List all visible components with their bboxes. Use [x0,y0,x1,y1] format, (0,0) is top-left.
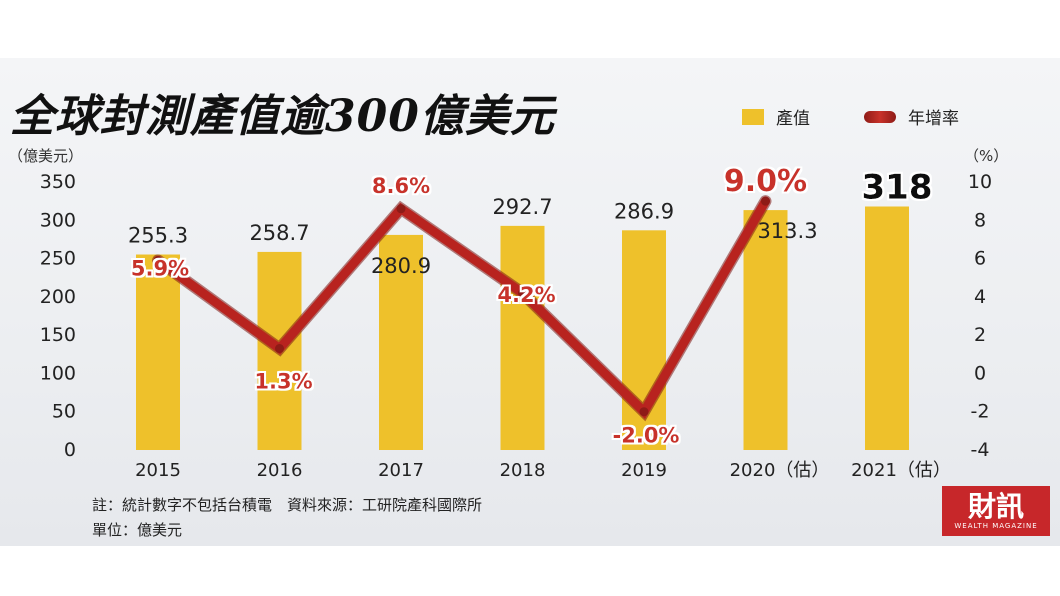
bar-6 [865,206,909,450]
bar-value-label-0: 255.3 [128,224,188,248]
footnote-unit: 單位：億美元 [92,521,183,539]
footnote-source: 註：統計數字不包括台積電 資料來源：工研院產科國際所 [92,496,483,514]
growth-value-label-3: 4.2% [497,283,555,307]
legend-swatch-line [864,110,896,123]
x-tick-label-6: 2021（估） [851,460,951,481]
legend-item-line: 年增率 [864,104,959,129]
legend-label-line: 年增率 [908,109,959,129]
y2-tick-label-1: -2 [971,401,990,423]
y2-tick-label-2: 0 [974,362,986,384]
growth-point-2 [396,204,406,214]
y-tick-label-7: 350 [40,171,76,193]
growth-point-5 [761,196,770,206]
growth-value-label-5: 9.0% [724,164,807,199]
x-tick-label-4: 2019 [621,460,667,481]
x-tick-label-3: 2018 [500,460,546,481]
left-axis-unit: （億美元） [8,147,84,165]
chart-card: 全球封測產值逾300億美元 產值 年增率 （億美元） （%） 0 50 100 150… [0,58,1060,546]
y-tick-label-6: 300 [40,209,76,231]
bar-2 [379,234,423,450]
growth-point-4 [639,407,649,417]
growth-value-label-1: 1.3% [254,370,312,394]
growth-point-3 [518,288,527,298]
bar-value-label-6: 318 [862,168,933,208]
chart-title: 全球封測產值逾300億美元 [10,91,555,142]
legend-label-bar: 產值 [776,109,810,129]
y-tick-label-2: 100 [40,362,76,384]
y2-tick-label-4: 4 [974,286,986,308]
x-tick-label-1: 2016 [257,460,303,481]
y-tick-label-5: 250 [40,248,76,270]
y-tick-label-0: 0 [64,439,76,461]
bar-value-label-1: 258.7 [249,221,309,245]
growth-value-label-4: -2.0% [613,424,680,448]
growth-point-1 [275,344,284,354]
bar-3 [500,225,545,450]
growth-value-label-2: 8.6% [372,174,430,198]
bar-value-label-4: 286.9 [614,199,674,223]
logo-sub-text: WEALTH MAGAZINE [954,521,1038,530]
bar-value-label-3: 292.7 [492,195,552,219]
right-axis-unit: （%） [964,147,1009,165]
y2-tick-label-0: -4 [971,439,990,461]
legend-item-bar: 產值 [742,104,810,129]
x-tick-label-5: 2020（估） [730,460,830,481]
y2-tick-label-7: 10 [968,171,992,193]
y-tick-label-3: 150 [40,324,76,346]
y2-tick-label-5: 6 [974,248,986,270]
y2-tick-label-6: 8 [974,209,986,231]
wealth-magazine-logo: 財訊 WEALTH MAGAZINE [942,486,1050,536]
growth-line [153,196,770,419]
y-tick-label-1: 50 [52,401,76,423]
bar-0 [136,254,180,450]
legend-swatch-bar [742,108,764,125]
x-tick-label-0: 2015 [135,460,181,481]
bar-value-label-5: 313.3 [757,219,817,243]
chart-plot: 0 50 100 150 200 250 300 350 -4 -2 0 2 4 6 8 10 2015 2016… [40,164,992,481]
bar-value-label-2: 280.9 [371,254,431,278]
y2-tick-label-3: 2 [974,324,986,346]
logo-main-text: 財訊 [967,489,1024,523]
bar-5 [743,210,788,450]
growth-value-label-0: 5.9% [131,256,189,280]
y-tick-label-4: 200 [40,286,76,308]
growth-point-0 [153,255,163,265]
x-tick-label-2: 2017 [378,460,424,481]
